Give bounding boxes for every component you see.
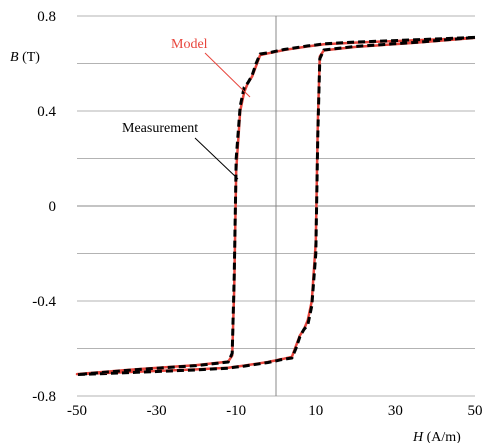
model-annotation: Model [171, 37, 208, 52]
y-tick-label: 0.4 [37, 104, 56, 120]
x-tick-label: -10 [226, 403, 246, 419]
x-tick-label: 50 [468, 403, 483, 419]
x-tick-label: 30 [388, 403, 403, 419]
x-tick-label: -30 [147, 403, 167, 419]
measurement-annotation: Measurement [122, 121, 198, 136]
measurement-annotation-leader [194, 137, 239, 180]
y-tick-label: -0.4 [32, 294, 56, 310]
y-axis-label: B (T) [10, 50, 40, 65]
x-tick-label: -50 [67, 403, 87, 419]
measurement-curve [75, 35, 476, 377]
y-tick-labels: 0.8 0.4 0 -0.4 -0.8 [32, 9, 56, 405]
y-tick-label: 0.8 [37, 9, 56, 25]
x-tick-labels: -50 -30 -10 10 30 50 [67, 403, 483, 419]
model-annotation-leader [204, 52, 251, 98]
x-tick-label: 10 [308, 403, 323, 419]
x-axis-label: H (A/m) [412, 430, 461, 443]
y-tick-label: 0 [49, 199, 57, 215]
series-layer [75, 35, 476, 377]
y-tick-label: -0.8 [32, 389, 56, 405]
